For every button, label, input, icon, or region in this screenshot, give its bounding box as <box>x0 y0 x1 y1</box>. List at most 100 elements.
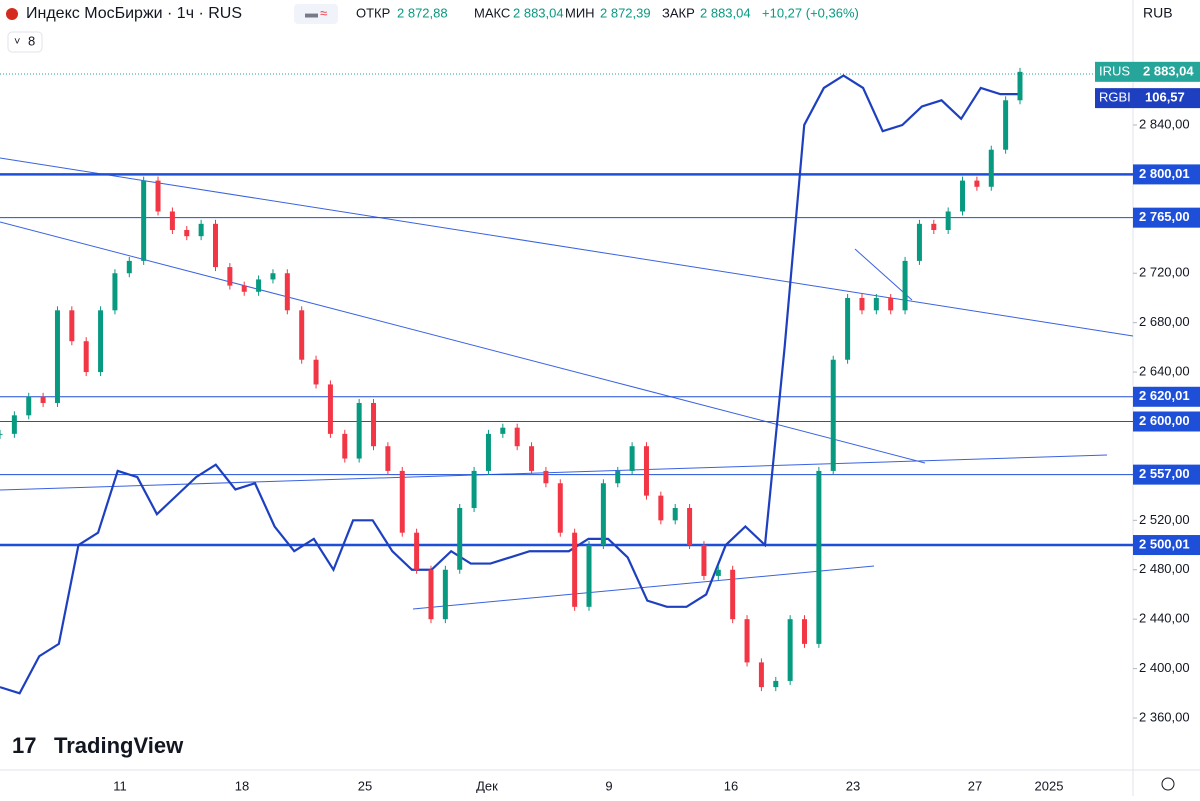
candle <box>744 619 750 663</box>
trendline <box>854 248 913 301</box>
level-tag <box>1133 207 1200 228</box>
x-tick-label: 25 <box>358 778 372 793</box>
candle <box>98 310 104 373</box>
ohlc-value: 2 883,04 <box>513 5 564 20</box>
candle <box>586 545 592 607</box>
candle <box>859 297 865 311</box>
trendline <box>412 565 875 610</box>
price-tag <box>1095 61 1200 82</box>
icon: ▬ <box>305 5 318 20</box>
candle <box>600 483 606 546</box>
currency[interactable]: RUB <box>1143 5 1173 21</box>
candle <box>299 310 305 360</box>
candle <box>830 359 836 471</box>
x-tick-label: 18 <box>235 778 249 793</box>
candle <box>442 569 448 620</box>
candle <box>11 415 17 434</box>
level-tag <box>1133 464 1200 485</box>
candle <box>356 402 362 459</box>
tag-value: 2 883,04 <box>1143 63 1194 78</box>
level-label: 2 500,01 <box>1139 536 1190 551</box>
candle <box>629 446 635 471</box>
level-label: 2 600,00 <box>1139 413 1190 428</box>
candle <box>69 310 75 342</box>
candle <box>658 495 664 521</box>
level-tag <box>1133 535 1200 556</box>
candle <box>758 662 764 688</box>
candle <box>313 359 319 385</box>
candle <box>500 427 506 434</box>
level-label: 2 800,01 <box>1139 166 1190 181</box>
candle <box>227 267 233 286</box>
candle <box>773 680 779 688</box>
candle <box>643 446 649 496</box>
candle <box>557 483 563 533</box>
candle <box>457 507 463 570</box>
candle <box>1017 71 1023 101</box>
branding: TradingView <box>54 733 184 758</box>
candle <box>485 433 491 471</box>
indicator-count: 8 <box>28 33 35 48</box>
trendline <box>0 157 1134 337</box>
candle <box>428 569 434 620</box>
tag-name: RGBI <box>1099 90 1131 105</box>
candle <box>284 273 290 311</box>
compare-button[interactable] <box>294 4 338 24</box>
candle <box>816 470 822 644</box>
candle <box>1003 100 1009 150</box>
candle <box>787 619 793 681</box>
candle <box>241 285 247 292</box>
candle <box>414 532 420 570</box>
symbol[interactable]: Индекс МосБиржи · 1ч · RUS <box>26 5 242 22</box>
candle <box>126 260 132 274</box>
flag-icon <box>6 8 18 20</box>
x-tick-label: 23 <box>846 778 860 793</box>
candle <box>572 532 578 607</box>
candle <box>730 569 736 620</box>
ohlc-value: 2 872,39 <box>600 5 651 20</box>
candle <box>256 279 262 292</box>
candle <box>873 297 879 311</box>
change: +10,27 (+0,36%) <box>762 5 859 20</box>
settings-icon[interactable] <box>1161 777 1175 791</box>
y-tick-label: 2 680,00 <box>1139 314 1190 329</box>
candle <box>141 180 147 261</box>
tag-value: 106,57 <box>1145 90 1185 105</box>
indicators-toggle[interactable] <box>7 31 43 53</box>
candle <box>399 470 405 533</box>
level-tag <box>1133 164 1200 185</box>
candle <box>701 545 707 576</box>
chevron: ˅ <box>14 36 20 48</box>
rgbi-line <box>0 74 1020 695</box>
candle <box>615 470 621 484</box>
candle <box>960 180 966 212</box>
candle <box>385 446 391 471</box>
x-tick-label: 11 <box>113 778 127 793</box>
y-tick-label: 2 480,00 <box>1139 561 1190 576</box>
candle <box>342 433 348 459</box>
candle <box>212 223 218 268</box>
candle <box>916 223 922 261</box>
candle <box>155 180 161 212</box>
y-tick-label: 2 440,00 <box>1139 611 1190 626</box>
level-label: 2 765,00 <box>1139 209 1190 224</box>
candle <box>112 273 118 311</box>
candle <box>83 341 89 373</box>
candle <box>169 211 175 231</box>
y-tick-label: 2 400,00 <box>1139 660 1190 675</box>
candle <box>715 569 721 576</box>
candle <box>26 396 32 416</box>
candle <box>687 507 693 546</box>
candle <box>888 297 894 311</box>
candle <box>543 470 549 484</box>
ohlc-label: МАКС <box>474 5 510 20</box>
candle <box>514 427 520 447</box>
ohlc-label: ЗАКР <box>662 5 695 20</box>
candle <box>371 402 377 447</box>
icon: ≈ <box>320 5 327 20</box>
trendline <box>0 221 926 464</box>
candle <box>471 470 477 508</box>
y-tick-label: 2 360,00 <box>1139 709 1190 724</box>
